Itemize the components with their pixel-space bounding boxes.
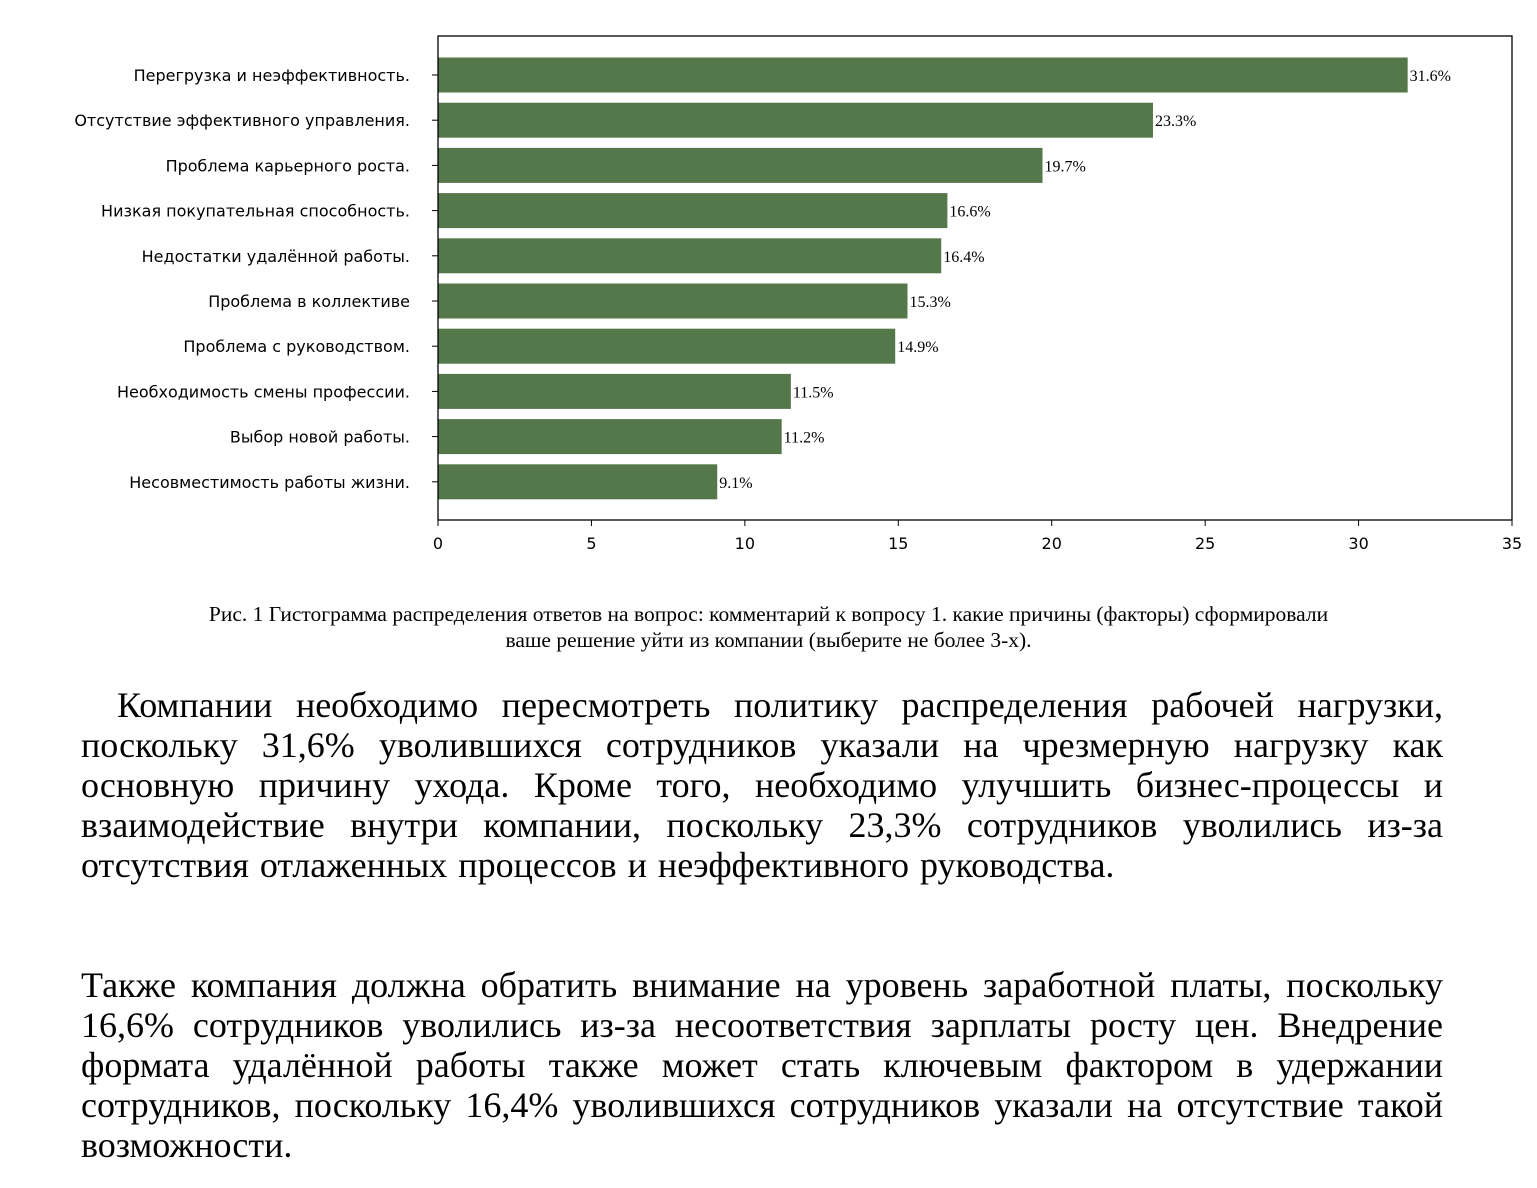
- bar-1: [438, 57, 1408, 93]
- x-tick-label: 0: [433, 534, 443, 553]
- bar-2: [438, 102, 1153, 138]
- category-label: Перегрузка и неэффективность.: [134, 66, 410, 85]
- plot-frame: [437, 35, 1513, 521]
- category-label: Несовместимость работы жизни.: [129, 473, 410, 492]
- category-label: Проблема в коллективе: [208, 292, 410, 311]
- x-tick-label: 25: [1195, 534, 1215, 553]
- category-label: Отсутствие эффективного управления.: [74, 111, 410, 130]
- value-label: 11.5%: [793, 384, 834, 401]
- category-label: Проблема карьерного роста.: [166, 156, 410, 175]
- bar-10: [438, 464, 718, 500]
- bar-8: [438, 373, 791, 409]
- x-tick-label: 15: [888, 534, 908, 553]
- category-label: Низкая покупательная способность.: [101, 202, 410, 221]
- bar-6: [438, 283, 908, 319]
- value-label: 16.6%: [949, 204, 990, 221]
- bar-9: [438, 419, 782, 455]
- value-label: 23.3%: [1155, 113, 1196, 130]
- category-label: Выбор новой работы.: [230, 428, 410, 447]
- category-label: Недостатки удалённой работы.: [142, 247, 410, 266]
- bar-4: [438, 193, 948, 229]
- x-tick-label: 10: [735, 534, 755, 553]
- bars-layer: [438, 57, 1408, 500]
- value-label: 14.9%: [897, 339, 938, 356]
- category-labels: Перегрузка и неэффективность. Отсутствие …: [74, 66, 438, 492]
- x-axis-ticks: 0 5 10 15 20 25 30 35: [433, 520, 1522, 553]
- value-labels: 31.6% 23.3% 19.7% 16.6% 16.4% 15.3% 14.9% 11.5%…: [719, 68, 1451, 492]
- value-label: 15.3%: [909, 294, 950, 311]
- bar-3: [438, 147, 1043, 183]
- value-label: 16.4%: [943, 249, 984, 266]
- category-label: Проблема с руководством.: [183, 337, 410, 356]
- category-label: Необходимость смены профессии.: [117, 382, 410, 401]
- value-label: 19.7%: [1045, 158, 1086, 175]
- x-tick-label: 30: [1348, 534, 1368, 553]
- x-tick-label: 5: [586, 534, 596, 553]
- bar-chart: Перегрузка и неэффективность. Отсутствие …: [74, 35, 1522, 553]
- value-label: 31.6%: [1410, 68, 1451, 85]
- bar-7: [438, 328, 896, 364]
- value-label: 9.1%: [719, 475, 752, 492]
- paragraph-2: Также компания должна обратить внимание …: [81, 965, 1443, 1165]
- figure-caption: Рис. 1 Гистограмма распределения ответов…: [40, 601, 1497, 653]
- bar-5: [438, 238, 942, 274]
- paragraph-1: Компании необходимо пересмотреть политик…: [81, 685, 1443, 885]
- caption-line-1: Рис. 1 Гистограмма распределения ответов…: [208, 602, 1329, 626]
- value-label: 11.2%: [784, 430, 825, 447]
- x-tick-label: 20: [1042, 534, 1062, 553]
- x-tick-label: 35: [1502, 534, 1522, 553]
- caption-line-2: ваше решение уйти из компании (выберите …: [505, 628, 1032, 652]
